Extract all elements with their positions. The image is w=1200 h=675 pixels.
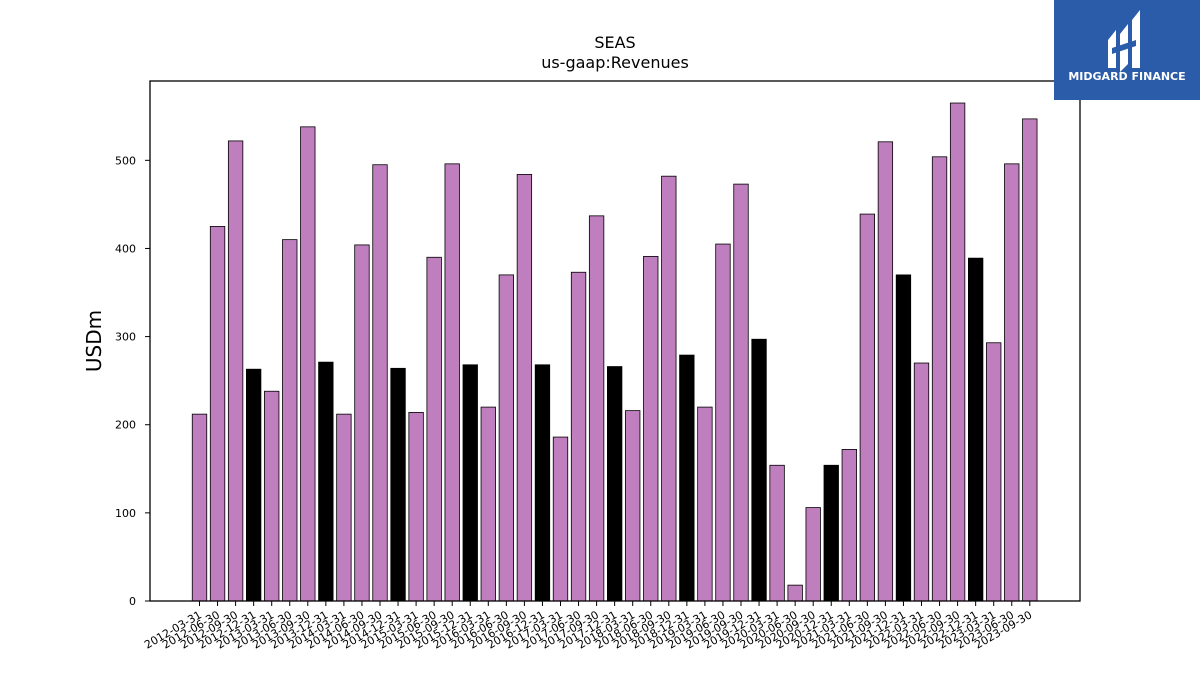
bar-2020-12-31 — [823, 464, 839, 602]
bar-2017-09-30 — [588, 215, 605, 602]
bar-2019-06-30 — [715, 243, 731, 602]
bar-2023-06-30 — [1004, 163, 1020, 602]
bar-2013-12-31 — [318, 361, 334, 602]
bar-2019-09-30 — [733, 183, 749, 602]
bar-2012-09-30 — [227, 140, 244, 602]
bar-2020-03-31 — [769, 464, 785, 602]
bar-2020-06-30 — [787, 584, 803, 602]
y-tick-label: 400 — [115, 242, 136, 255]
bar-2021-03-31 — [841, 449, 857, 602]
bar-2019-03-31 — [697, 406, 713, 602]
y-tick-label: 0 — [129, 595, 136, 608]
bar-2018-03-31 — [625, 410, 641, 602]
bar-2016-12-31 — [534, 364, 551, 602]
bar-2014-12-31 — [390, 367, 406, 602]
plot-frame — [149, 80, 1081, 602]
y-axis-ticks: 0 100 200 300 400 500 — [115, 154, 150, 608]
bar-2021-12-31 — [895, 274, 912, 602]
chart-title: SEAS — [594, 33, 635, 52]
bar-2016-03-31 — [480, 406, 496, 602]
y-axis-label: USDm — [82, 310, 106, 372]
y-tick-label: 100 — [115, 507, 136, 520]
bar-2013-06-30 — [282, 239, 298, 602]
bar-2017-12-31 — [607, 366, 623, 602]
bar-2022-06-30 — [931, 156, 948, 602]
midgard-finance-logo: MIDGARD FINANCE — [1054, 0, 1200, 100]
bar-series — [191, 102, 1038, 602]
bar-2022-12-31 — [968, 257, 984, 602]
y-tick-label: 500 — [115, 154, 136, 167]
bar-2012-12-31 — [245, 368, 262, 602]
bar-2016-09-30 — [516, 174, 533, 602]
bar-2018-09-30 — [661, 175, 677, 602]
bar-2022-03-31 — [913, 362, 930, 602]
bar-2012-06-30 — [209, 226, 226, 602]
bar-2014-03-31 — [336, 413, 352, 602]
bar-2023-03-31 — [986, 342, 1002, 602]
logo-badge: MIDGARD FINANCE — [1054, 0, 1200, 100]
bar-2018-06-30 — [643, 255, 659, 602]
bar-2013-09-30 — [300, 126, 316, 602]
bar-2017-06-30 — [570, 271, 587, 602]
bar-2015-06-30 — [426, 256, 442, 602]
bar-2019-12-31 — [751, 338, 767, 602]
bar-2015-12-31 — [462, 364, 478, 602]
bar-2012-03-31 — [191, 413, 208, 602]
y-tick-label: 200 — [115, 419, 136, 432]
bar-2022-09-30 — [949, 102, 966, 602]
x-axis-ticks: 2012-03-312012-06-302012-09-302012-12-31… — [142, 601, 1034, 652]
chart-subtitle: us-gaap:Revenues — [541, 53, 689, 72]
bar-2014-06-30 — [354, 244, 370, 602]
y-tick-label: 300 — [115, 331, 136, 344]
bar-2020-09-30 — [805, 507, 821, 602]
bar-2023-09-30 — [1022, 118, 1038, 602]
bar-2015-03-31 — [408, 411, 424, 602]
bar-2021-06-30 — [859, 213, 875, 602]
bar-2018-12-31 — [679, 354, 695, 602]
logo-wordmark: MIDGARD FINANCE — [1068, 70, 1185, 83]
bar-2014-09-30 — [372, 164, 388, 602]
midgard-m-logo-icon — [1108, 10, 1140, 72]
bar-2016-06-30 — [498, 274, 515, 602]
bar-2015-09-30 — [444, 163, 460, 602]
bar-2017-03-31 — [552, 436, 569, 602]
bar-2021-09-30 — [877, 141, 894, 602]
bar-2013-03-31 — [264, 390, 280, 602]
